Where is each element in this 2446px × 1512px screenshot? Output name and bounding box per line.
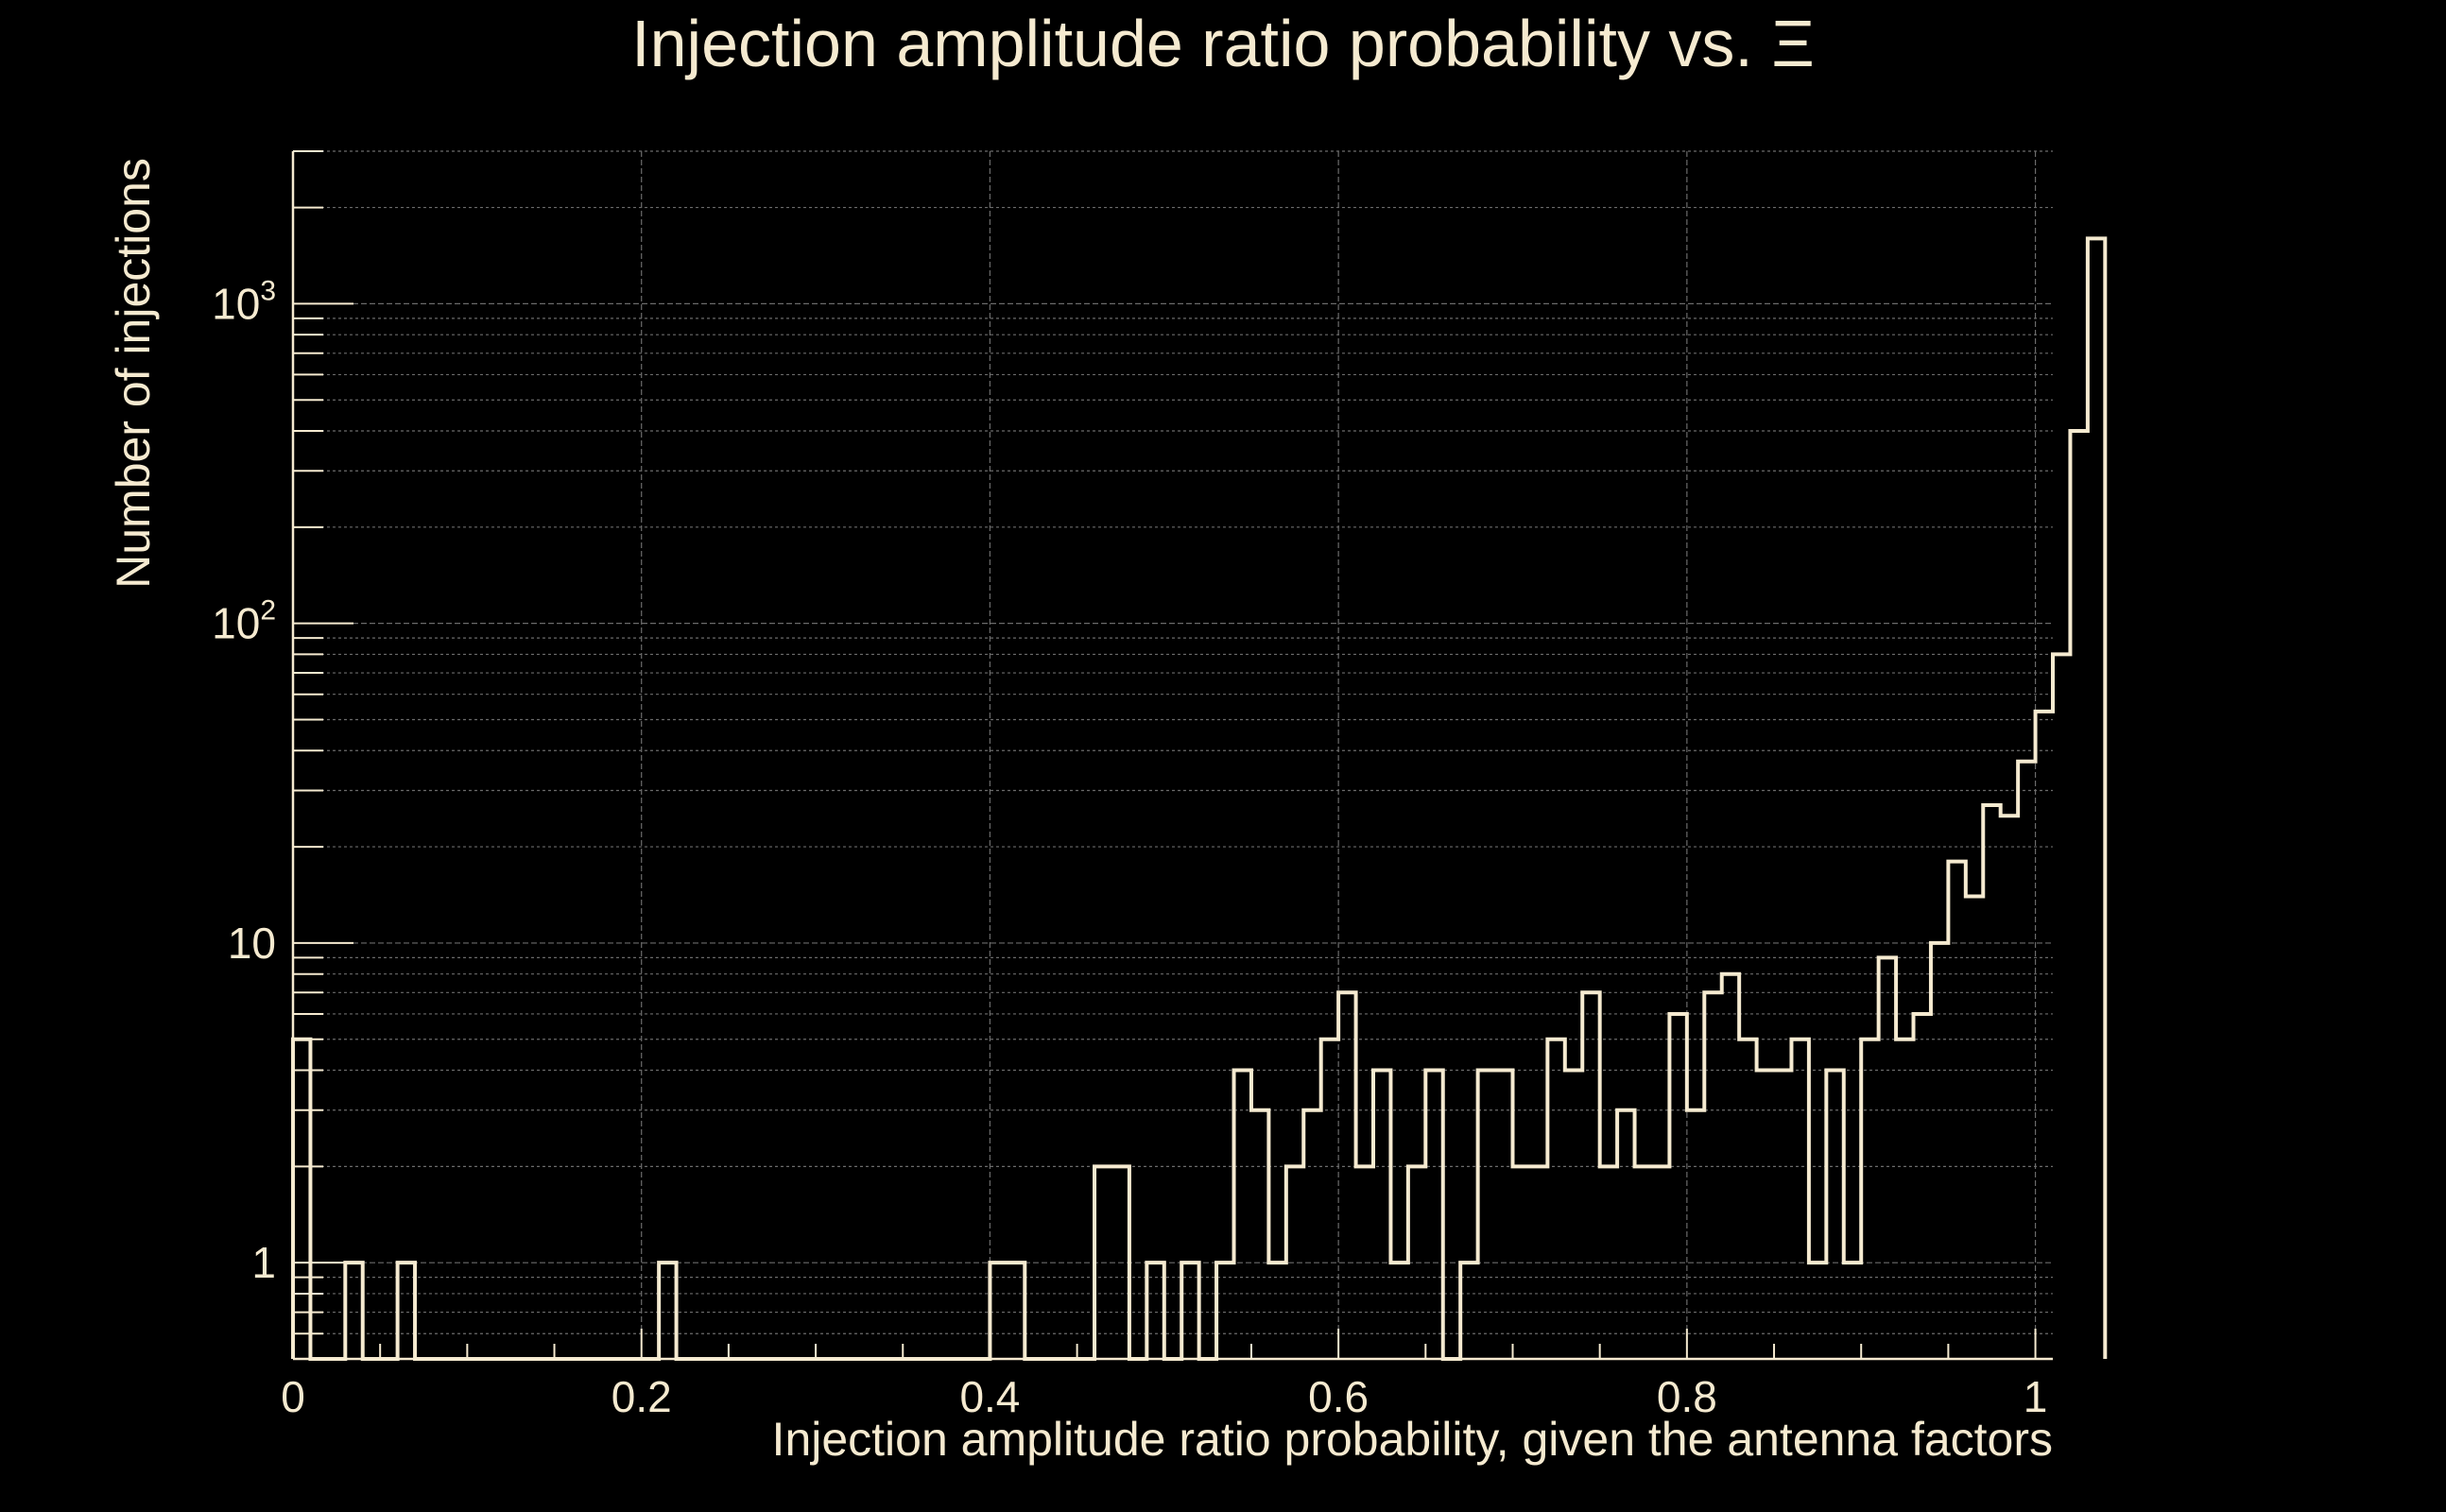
x-tick-label: 0.2 — [612, 1372, 672, 1421]
axes — [291, 151, 2053, 1361]
axis-ticks — [292, 150, 2037, 1360]
x-tick-label: 0 — [281, 1372, 305, 1421]
x-tick-label: 0.8 — [1657, 1372, 1717, 1421]
x-axis-label: Injection amplitude ratio probability, g… — [772, 1413, 2053, 1466]
chart-title: Injection amplitude ratio probability vs… — [631, 7, 1815, 80]
y-axis-label: Number of injections — [107, 158, 160, 589]
x-tick-label: 0.4 — [959, 1372, 1020, 1421]
x-tick-label: 1 — [2024, 1372, 2048, 1421]
y-tick-labels: 1 10 102 103 — [212, 275, 276, 1287]
y-tick-label: 103 — [212, 275, 276, 328]
x-tick-label: 0.6 — [1308, 1372, 1369, 1421]
x-tick-labels: 0 0.2 0.4 0.6 0.8 1 — [281, 1372, 2047, 1421]
grid-lines — [292, 150, 2053, 1360]
histogram-series — [291, 236, 2108, 1361]
y-tick-label: 1 — [251, 1238, 276, 1287]
y-tick-label: 102 — [212, 595, 276, 648]
y-tick-label: 10 — [228, 919, 276, 968]
